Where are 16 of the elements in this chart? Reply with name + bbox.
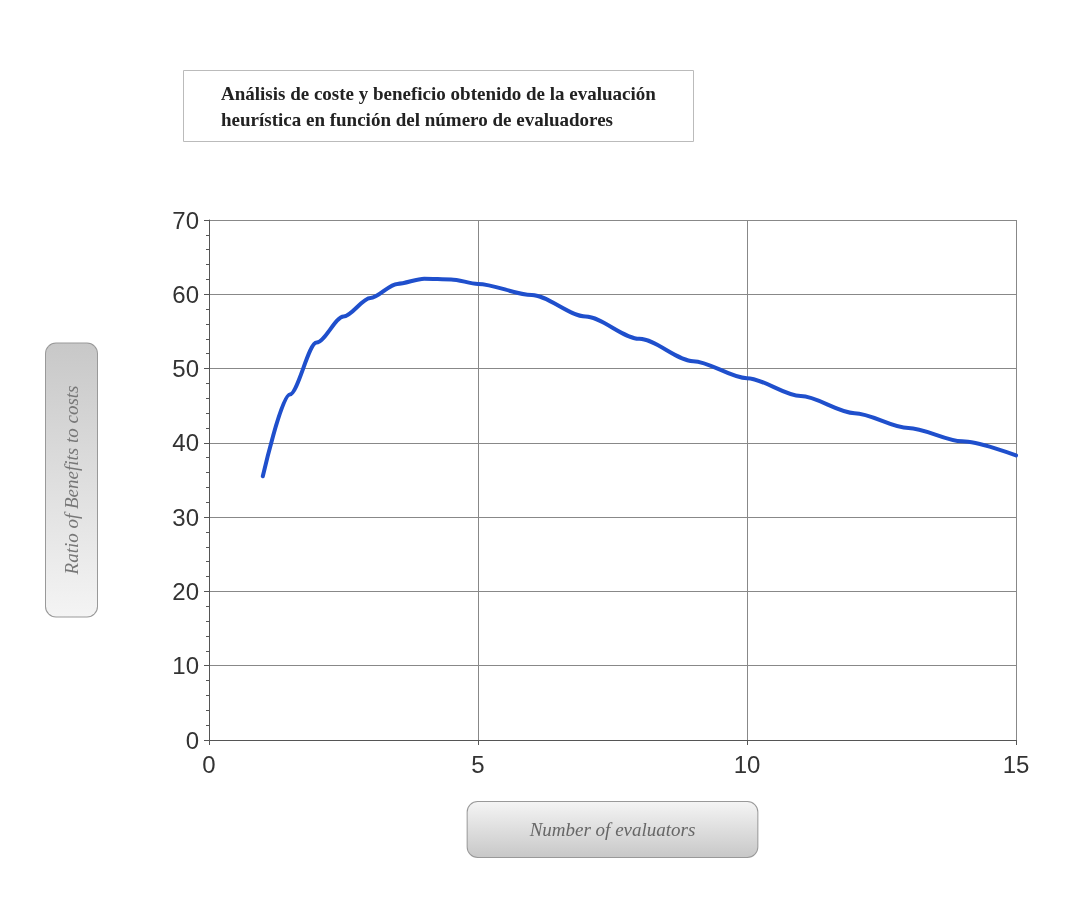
y-tick-label: 40 bbox=[172, 429, 199, 457]
y-axis-title: Ratio of Benefits to costs bbox=[61, 385, 82, 576]
y-tick-label: 60 bbox=[172, 280, 199, 308]
y-tick-label: 10 bbox=[172, 652, 199, 680]
y-tick-label: 0 bbox=[185, 726, 199, 754]
x-tick-label: 15 bbox=[1002, 750, 1030, 778]
y-tick-label: 70 bbox=[172, 206, 199, 234]
chart-title: Análisis de coste y beneficio obtenido de la evaluación heurística en función del número de evaluadores bbox=[221, 82, 657, 130]
x-tick-label: 10 bbox=[733, 750, 761, 778]
x-tick-label: 0 bbox=[202, 750, 216, 778]
y-tick-label: 20 bbox=[172, 577, 199, 605]
x-tick-label: 5 bbox=[471, 750, 485, 778]
x-axis-title: Number of evaluators bbox=[528, 819, 696, 840]
y-tick-label: 30 bbox=[172, 503, 199, 531]
line-series bbox=[260, 276, 1018, 479]
y-tick-label: 50 bbox=[172, 355, 199, 383]
